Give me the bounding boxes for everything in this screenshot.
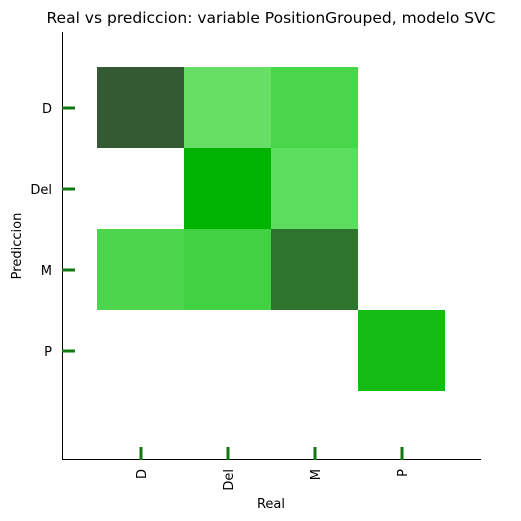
x-ticks: D Del M P bbox=[135, 447, 411, 491]
y-tick-label: M bbox=[41, 264, 52, 279]
heatmap-cell bbox=[184, 229, 271, 310]
axes bbox=[62, 32, 481, 460]
chart-title: Real vs prediccion: variable PositionGro… bbox=[46, 9, 495, 27]
x-tick-label: P bbox=[396, 469, 411, 477]
heatmap-cell bbox=[97, 229, 184, 310]
heatmap-cells bbox=[97, 67, 445, 391]
heatmap-cell bbox=[271, 67, 358, 148]
heatmap-cell bbox=[271, 148, 358, 229]
heatmap-cell bbox=[184, 148, 271, 229]
y-tick-label: P bbox=[44, 345, 52, 360]
x-tick-label: D bbox=[135, 469, 150, 479]
heatmap-cell bbox=[358, 310, 445, 391]
x-tick-label: M bbox=[309, 469, 324, 480]
x-axis-label: Real bbox=[257, 497, 285, 512]
heatmap-cell bbox=[97, 67, 184, 148]
y-ticks: D Del M P bbox=[30, 102, 75, 360]
heatmap-cell bbox=[184, 67, 271, 148]
heatmap-cell bbox=[271, 229, 358, 310]
y-tick-label: D bbox=[42, 102, 52, 117]
y-axis-label: Prediccion bbox=[10, 213, 25, 280]
y-tick-label: Del bbox=[30, 183, 52, 198]
x-tick-label: Del bbox=[222, 469, 237, 491]
